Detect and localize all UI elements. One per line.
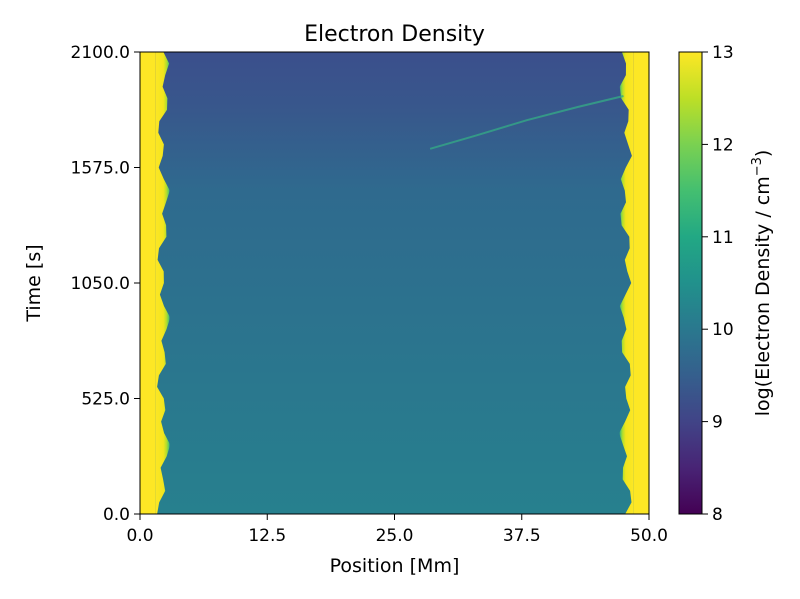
y-tick-label: 2100.0 xyxy=(71,43,130,63)
colorbar xyxy=(678,51,703,515)
y-tick-label: 1575.0 xyxy=(71,159,130,179)
heatmap-image xyxy=(140,52,649,514)
x-tick-label: 50.0 xyxy=(630,526,668,546)
y-axis-label: Time [s] xyxy=(23,244,45,322)
heatmap-region-right-chromosphere xyxy=(633,52,649,514)
x-tick-label: 0.0 xyxy=(126,526,153,546)
colorbar-tick-label: 10 xyxy=(712,320,734,340)
colorbar-tick-label: 9 xyxy=(712,413,723,433)
y-tick-label: 0.0 xyxy=(103,505,130,525)
x-axis-label: Position [Mm] xyxy=(330,555,460,577)
heatmap-region-right-transition xyxy=(619,52,634,514)
heatmap-front-feature xyxy=(429,95,624,150)
y-tick-label: 1050.0 xyxy=(71,274,130,294)
x-tick-label: 12.5 xyxy=(248,526,286,546)
x-tick-label: 25.0 xyxy=(376,526,414,546)
colorbar-tick-label: 12 xyxy=(712,135,734,155)
y-tick-label: 525.0 xyxy=(81,390,130,410)
colorbar-tick-label: 8 xyxy=(712,505,723,525)
colorbar-ticks: 8 9 10 11 12 13 xyxy=(702,43,734,525)
heatmap-region-left-transition xyxy=(155,52,171,514)
heatmap-region-marks xyxy=(140,52,649,514)
colorbar-tick-label: 13 xyxy=(712,43,734,63)
heatmap-region-left-chromosphere xyxy=(140,52,156,514)
heatmap-corona-region xyxy=(140,52,649,514)
colorbar-tick-label: 11 xyxy=(712,228,734,248)
colorbar-label: log(Electron Density / cm−3) xyxy=(750,150,774,417)
x-tick-label: 37.5 xyxy=(503,526,541,546)
chart-title: Electron Density xyxy=(304,22,485,47)
y-axis-ticks: 0.0 525.0 1050.0 1575.0 2100.0 xyxy=(71,43,140,525)
x-axis-ticks: 0.0 12.5 25.0 37.5 50.0 xyxy=(126,514,668,546)
